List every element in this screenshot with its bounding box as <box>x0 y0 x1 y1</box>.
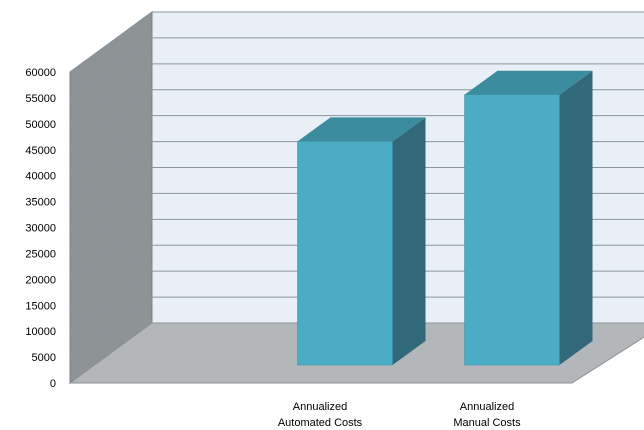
y-tick-label: 60000 <box>25 67 56 79</box>
y-tick-label: 25000 <box>25 248 56 260</box>
x-category-label: Automated Costs <box>278 417 363 429</box>
y-axis-tick-labels: 0 5000 10000 15000 20000 25000 30000 35000 40000… <box>25 67 56 390</box>
bars <box>297 70 593 366</box>
bar-front <box>464 94 560 366</box>
bar-2 <box>464 70 593 366</box>
x-axis-category-labels: Annualized Automated Costs Annualized Manua… <box>278 401 521 429</box>
x-category-label: Annualized <box>460 401 514 413</box>
y-tick-label: 55000 <box>25 93 56 105</box>
x-category-label: Manual Costs <box>453 417 521 429</box>
y-tick-label: 40000 <box>25 171 56 183</box>
gridline-side <box>69 270 153 332</box>
gridline-side <box>69 115 153 177</box>
y-tick-label: 15000 <box>25 300 56 312</box>
gridline-side <box>69 11 153 73</box>
y-tick-label: 0 <box>50 378 56 390</box>
y-tick-label: 35000 <box>25 197 56 209</box>
y-tick-label: 10000 <box>25 326 56 338</box>
y-tick-label: 30000 <box>25 223 56 235</box>
x-category-label: Annualized <box>293 401 347 413</box>
y-tick-label: 45000 <box>25 145 56 157</box>
gridline-side <box>69 244 153 306</box>
gridline-side <box>69 218 153 280</box>
y-tick-label: 20000 <box>25 274 56 286</box>
bar-1 <box>297 117 426 366</box>
bar-side <box>559 70 593 365</box>
y-tick-label: 5000 <box>32 352 56 364</box>
bar-top <box>297 117 426 142</box>
gridline-side <box>69 193 153 254</box>
gridline-side <box>69 63 153 125</box>
gridline-side <box>69 37 153 99</box>
bar-side <box>392 117 426 365</box>
gridline-side <box>69 141 153 202</box>
y-tick-label: 50000 <box>25 119 56 131</box>
gridline-side <box>69 167 153 228</box>
bar-front <box>297 141 393 366</box>
gridline-side <box>69 89 153 151</box>
bar-top <box>464 70 593 95</box>
gridline-side <box>69 296 153 358</box>
